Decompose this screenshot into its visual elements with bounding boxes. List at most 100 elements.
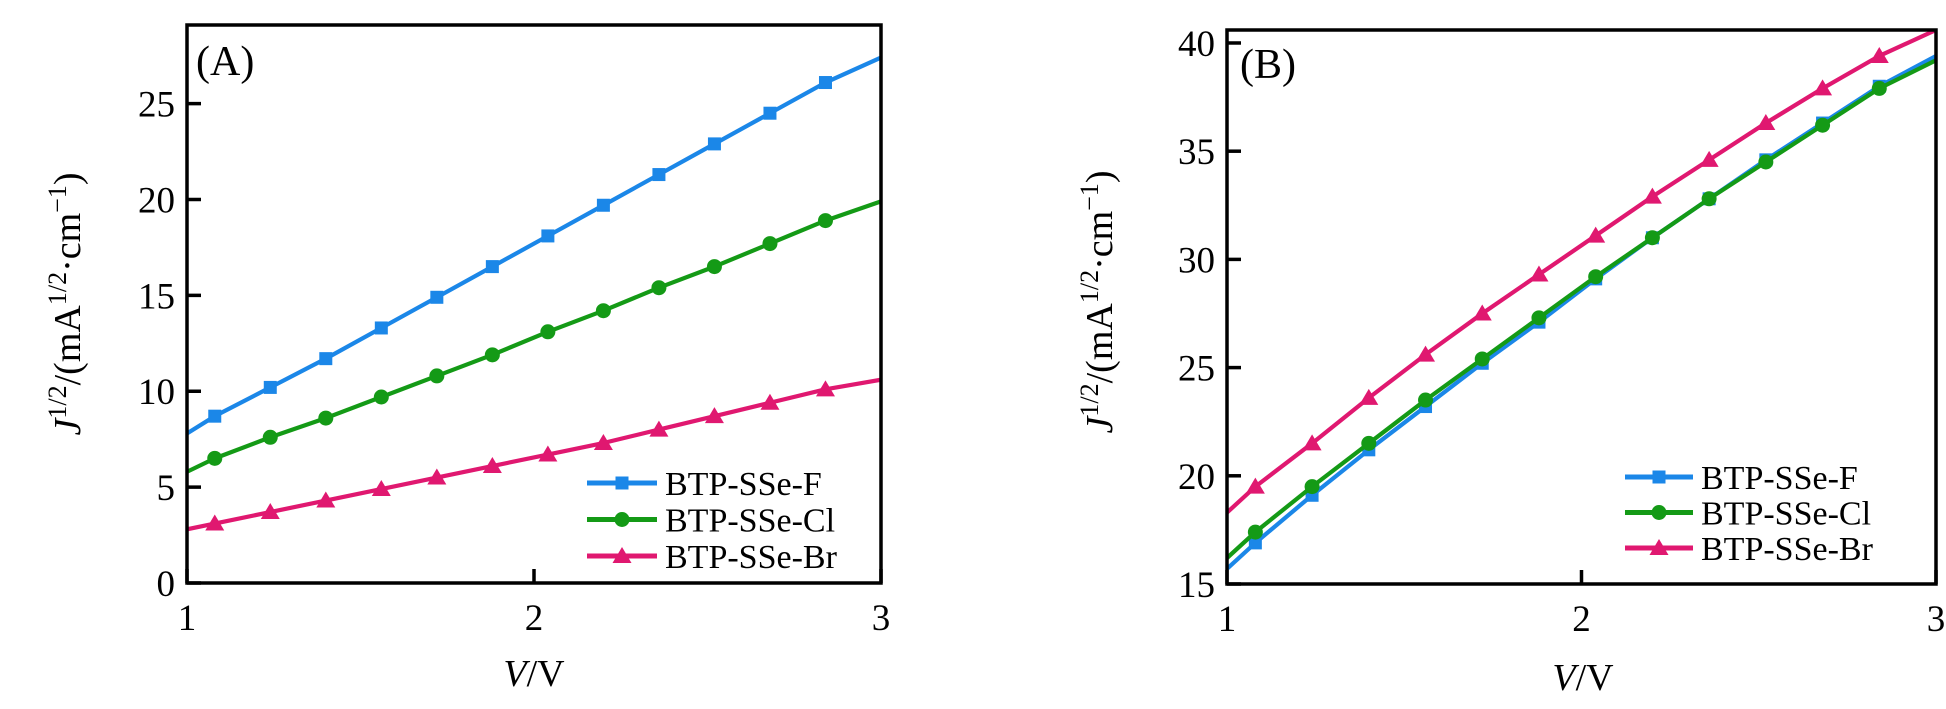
x-tick-label: 1 [178, 598, 197, 639]
legend-item-BTP-SSe-Cl: BTP-SSe-Cl [1625, 496, 1871, 533]
legend-label: BTP-SSe-Br [1701, 531, 1874, 568]
y-tick-label: 10 [138, 372, 175, 413]
data-point-BTP-SSe-Cl [373, 389, 389, 405]
y-axis-frag: ·cm [1079, 211, 1121, 270]
data-point-BTP-SSe-Cl [1418, 392, 1434, 408]
data-point-BTP-SSe-Cl [706, 259, 722, 275]
x-axis-label: V/V [503, 653, 565, 695]
legend-item-BTP-SSe-Cl: BTP-SSe-Cl [587, 503, 835, 540]
data-point-BTP-SSe-F [652, 168, 666, 182]
panel-label: (B) [1240, 42, 1296, 88]
data-point-BTP-SSe-Br [1756, 114, 1776, 131]
data-point-BTP-SSe-Cl [817, 213, 833, 229]
legend-item-BTP-SSe-Br: BTP-SSe-Br [1625, 531, 1874, 568]
data-point-BTP-SSe-Br [1472, 304, 1492, 321]
y-tick-label: 20 [138, 180, 175, 221]
data-point-BTP-SSe-Cl [1304, 479, 1320, 495]
data-point-BTP-SSe-Br [316, 491, 336, 508]
legend-swatch-marker [1651, 505, 1667, 520]
data-point-BTP-SSe-Br [371, 480, 391, 497]
data-point-BTP-SSe-Cl [1361, 435, 1377, 451]
data-point-BTP-SSe-Br [1642, 187, 1662, 204]
legend-label: BTP-SSe-F [1701, 460, 1858, 497]
y-tick-label: 15 [1178, 565, 1215, 606]
series-BTP-SSe-Br [1227, 30, 1936, 515]
y-tick-label: 35 [1178, 132, 1215, 173]
legend-label: BTP-SSe-Cl [1701, 496, 1871, 533]
line-BTP-SSe-Br [1227, 30, 1936, 515]
series-BTP-SSe-Br [187, 377, 881, 532]
data-point-BTP-SSe-Br [1416, 345, 1436, 362]
y-axis-label: J1/2/(mA1/2·cm−1) [43, 173, 89, 436]
y-axis-frag: ) [47, 173, 89, 186]
y-tick-label: 15 [138, 276, 175, 317]
data-point-BTP-SSe-Cl [1644, 230, 1660, 246]
data-point-BTP-SSe-Cl [484, 347, 500, 363]
y-tick-label: 5 [157, 468, 176, 509]
data-point-BTP-SSe-Cl [1758, 154, 1774, 170]
legend-swatch-marker [614, 512, 630, 527]
data-point-BTP-SSe-Br [1302, 434, 1322, 451]
data-point-BTP-SSe-Br [704, 407, 724, 424]
data-point-BTP-SSe-Br [1245, 477, 1265, 494]
data-point-BTP-SSe-Br [1529, 265, 1549, 282]
data-point-BTP-SSe-Cl [318, 410, 334, 426]
data-point-BTP-SSe-Br [593, 434, 613, 451]
x-axis-label: V/V [1552, 657, 1614, 699]
data-point-BTP-SSe-Cl [651, 280, 667, 296]
data-point-BTP-SSe-F [485, 260, 499, 274]
data-point-BTP-SSe-F [818, 76, 832, 90]
data-point-BTP-SSe-Cl [1531, 310, 1547, 326]
y-tick-label: 20 [1178, 457, 1215, 498]
data-point-BTP-SSe-Cl [429, 368, 445, 384]
legend-label: BTP-SSe-F [665, 466, 822, 503]
data-point-BTP-SSe-F [263, 380, 277, 394]
data-point-BTP-SSe-Cl [1588, 269, 1604, 285]
legend-item-BTP-SSe-F: BTP-SSe-F [1625, 460, 1858, 497]
y-axis-frag: ·cm [47, 213, 89, 272]
data-point-BTP-SSe-Br [1869, 46, 1889, 63]
panel-A: 1 2 30510152025(A)V/VJ1/2/(mA1/2·cm−1)BTP-… [43, 23, 890, 695]
data-point-BTP-SSe-F [541, 229, 555, 243]
x-tick-label: 2 [1572, 599, 1591, 640]
legend-item-BTP-SSe-F: BTP-SSe-F [587, 466, 822, 503]
y-tick-label: 25 [138, 85, 175, 126]
y-axis-var: J [47, 416, 89, 435]
data-point-BTP-SSe-F [374, 321, 388, 335]
y-tick-label: 0 [157, 564, 176, 605]
data-point-BTP-SSe-Br [205, 514, 225, 531]
panel-label: (A) [196, 39, 254, 85]
data-point-BTP-SSe-Br [1813, 79, 1833, 96]
y-axis-sup: 1/2 [1075, 270, 1104, 303]
y-axis-sup: −1 [1075, 183, 1104, 211]
data-point-BTP-SSe-Cl [595, 303, 611, 319]
y-axis-label: J1/2/(mA1/2·cm−1) [1075, 171, 1121, 434]
x-axis-var: V [503, 653, 530, 695]
y-tick-label: 30 [1178, 240, 1215, 281]
y-axis-sup: 1/2 [1075, 383, 1104, 416]
data-point-BTP-SSe-Br [760, 393, 780, 410]
data-point-BTP-SSe-Cl [540, 324, 556, 340]
data-point-BTP-SSe-Cl [1247, 524, 1263, 540]
legend-swatch-marker [612, 547, 632, 563]
legend-swatch-marker [1652, 470, 1666, 484]
y-tick-label: 25 [1178, 349, 1215, 390]
line-BTP-SSe-Cl [1227, 58, 1936, 560]
data-point-BTP-SSe-Cl [1474, 351, 1490, 367]
data-point-BTP-SSe-Cl [762, 236, 778, 252]
data-point-BTP-SSe-Cl [262, 429, 278, 445]
data-point-BTP-SSe-Br [649, 420, 669, 437]
data-point-BTP-SSe-Cl [1871, 80, 1887, 96]
y-axis-sup: 1/2 [43, 272, 72, 305]
data-point-BTP-SSe-F [763, 106, 777, 120]
series-BTP-SSe-F [187, 55, 881, 436]
legend-label: BTP-SSe-Cl [665, 503, 835, 540]
y-axis-var: J [1079, 414, 1121, 433]
data-point-BTP-SSe-Br [1699, 150, 1719, 167]
y-axis-sup: −1 [43, 185, 72, 213]
